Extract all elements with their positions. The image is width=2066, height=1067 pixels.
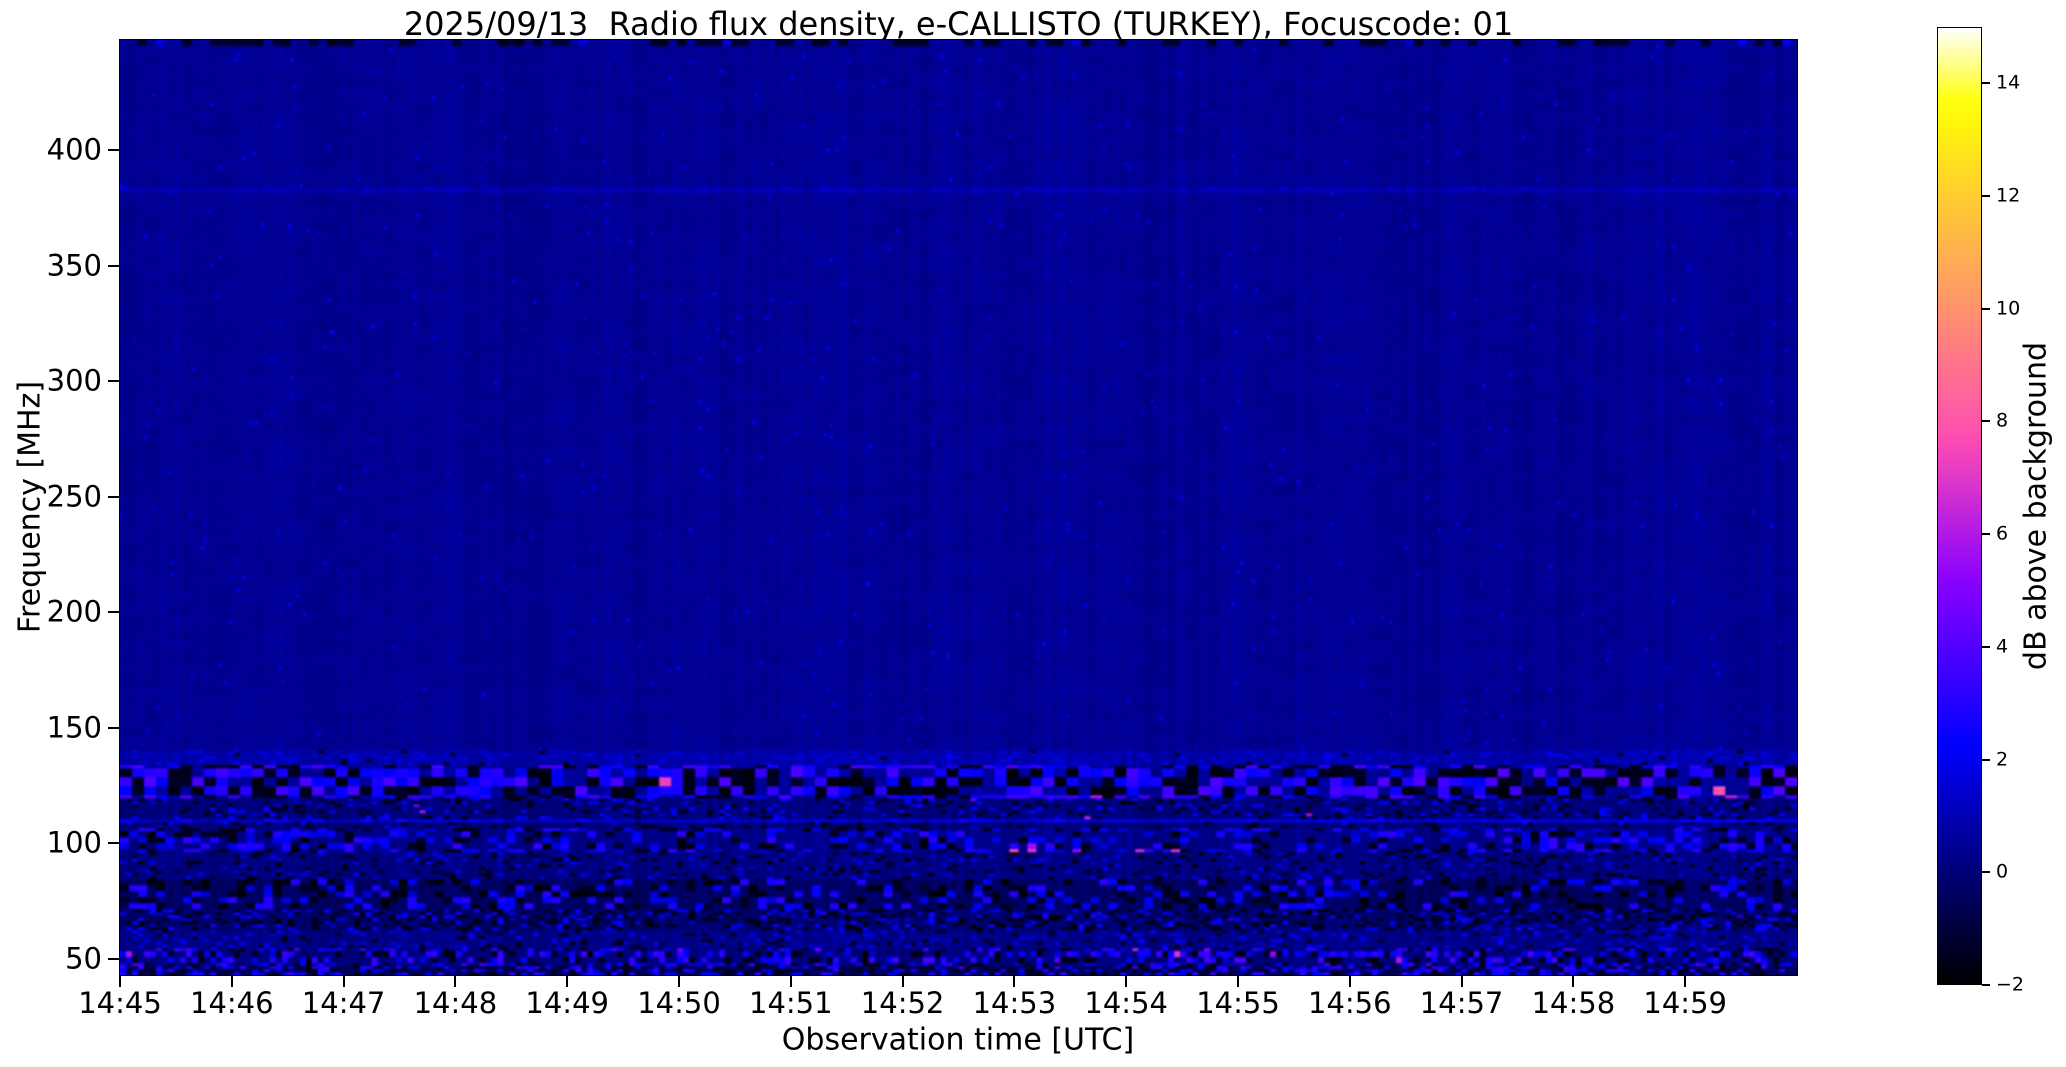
x-axis-label: Observation time [UTC] [781, 1022, 1135, 1058]
x-tick-label: 14:47 [301, 986, 386, 1020]
x-tick-mark [901, 975, 904, 987]
x-tick-label: 14:53 [972, 986, 1057, 1020]
x-tick-mark [230, 975, 233, 987]
y-tick-label: 200 [46, 594, 102, 629]
x-tick-mark [1237, 975, 1239, 987]
y-tick-label: 300 [46, 363, 102, 398]
colorbar-label: dB above background [2018, 341, 2054, 671]
x-tick-label: 14:45 [78, 986, 162, 1020]
colorbar-tick-mark [1982, 645, 1990, 648]
colorbar-tick-label: 14 [1996, 71, 2021, 94]
x-tick-label: 14:50 [637, 986, 721, 1020]
x-tick-mark [454, 975, 457, 987]
x-tick-mark [789, 975, 792, 987]
colorbar-tick-label: 4 [1996, 635, 2009, 658]
colorbar-tick-mark [1982, 195, 1990, 198]
y-tick-label: 250 [46, 479, 102, 514]
y-tick-mark [108, 149, 120, 152]
colorbar-tick-mark [1982, 758, 1990, 761]
y-tick-mark [108, 264, 120, 267]
x-tick-mark [1460, 975, 1463, 987]
y-tick-label: 350 [46, 248, 102, 283]
colorbar-tick-label: 6 [1996, 522, 2009, 545]
x-tick-mark [1013, 975, 1016, 987]
y-tick-mark [108, 611, 120, 614]
spectrogram-canvas [120, 40, 1797, 975]
x-tick-mark [342, 975, 345, 987]
y-tick-label: 150 [46, 710, 102, 745]
colorbar-tick-label: 2 [1996, 748, 2009, 771]
x-tick-mark [1348, 975, 1351, 987]
y-tick-mark [108, 958, 120, 961]
colorbar-tick-mark [1982, 82, 1990, 85]
colorbar-tick-label: 0 [1996, 860, 2009, 883]
y-tick-label: 50 [65, 941, 102, 976]
colorbar-tick-mark [1982, 533, 1990, 536]
x-tick-mark [1684, 975, 1687, 987]
x-tick-label: 14:46 [190, 986, 274, 1020]
y-tick-mark [108, 842, 120, 845]
colorbar-tick-mark [1982, 420, 1990, 423]
x-tick-label: 14:51 [749, 986, 833, 1020]
plot-title: 2025/09/13 Radio flux density, e-CALLIST… [403, 5, 1514, 43]
colorbar-tick-label: 8 [1996, 409, 2009, 432]
colorbar-tick-mark [1982, 307, 1990, 310]
x-tick-label: 14:57 [1419, 986, 1504, 1020]
y-axis-label: Frequency [MHz] [12, 380, 48, 634]
x-tick-mark [566, 975, 569, 987]
x-tick-label: 14:52 [860, 986, 945, 1020]
y-tick-mark [108, 495, 120, 498]
x-tick-mark [678, 975, 680, 987]
colorbar-tick-mark [1982, 871, 1990, 874]
x-tick-mark [1572, 975, 1575, 987]
colorbar-tick-label: 10 [1996, 297, 2021, 320]
colorbar-tick-label: 12 [1996, 184, 2021, 207]
y-tick-mark [108, 726, 120, 729]
x-tick-label: 14:56 [1308, 986, 1392, 1020]
y-tick-label: 400 [46, 132, 102, 167]
x-tick-mark [119, 975, 121, 987]
y-tick-mark [108, 380, 120, 383]
y-tick-label: 100 [46, 825, 102, 860]
x-tick-label: 14:58 [1531, 986, 1616, 1020]
x-tick-label: 14:59 [1643, 986, 1727, 1020]
x-tick-mark [1125, 975, 1128, 987]
colorbar-tick-label: −2 [1996, 973, 2025, 996]
x-tick-label: 14:54 [1084, 986, 1168, 1020]
colorbar-tick-mark [1982, 984, 1990, 986]
colorbar [1937, 27, 1982, 985]
x-tick-label: 14:55 [1196, 986, 1280, 1020]
x-tick-label: 14:49 [525, 986, 609, 1020]
x-tick-label: 14:48 [413, 986, 498, 1020]
